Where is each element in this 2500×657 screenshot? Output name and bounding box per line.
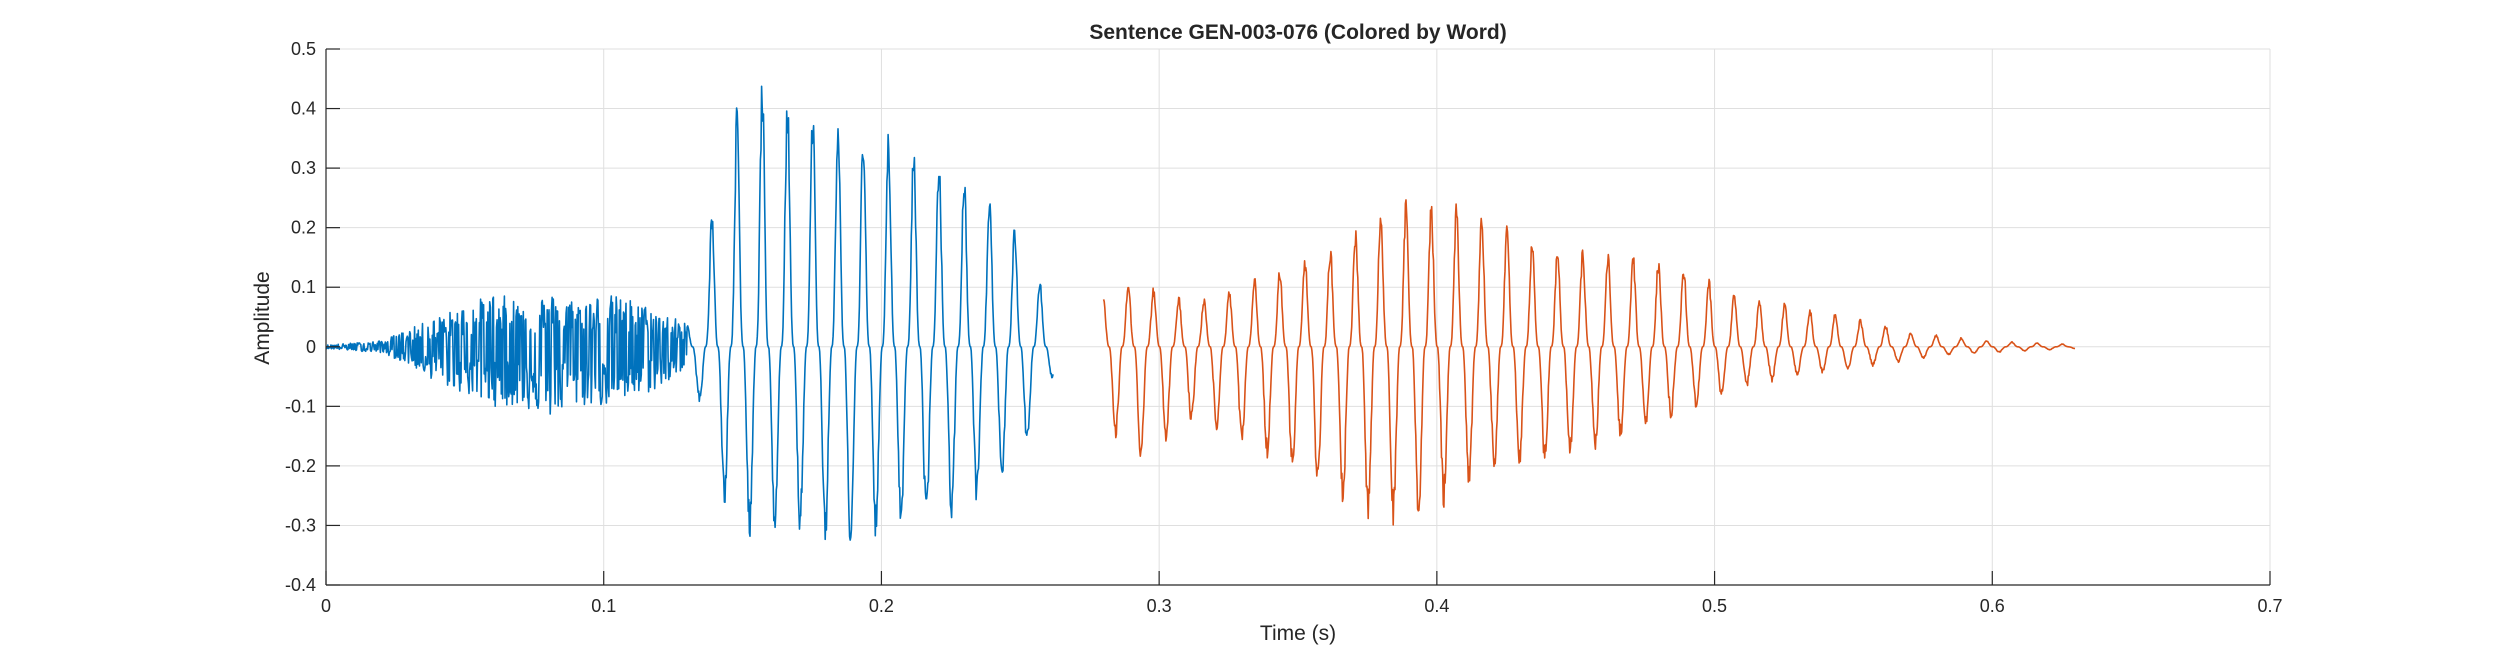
waveform-series-1 (325, 85, 1054, 541)
waveform-series-2 (1102, 199, 2076, 526)
x-tick-label: 0.6 (1980, 596, 2005, 616)
axes (325, 48, 2271, 586)
y-tick-label: 0.1 (291, 277, 316, 297)
y-tick-label: -0.1 (285, 396, 316, 416)
y-tick-label: 0.3 (291, 158, 316, 178)
y-tick-label: 0.4 (291, 99, 316, 119)
x-tick-label: 0 (321, 596, 331, 616)
y-tick-label: -0.4 (285, 575, 316, 595)
plot-background (326, 49, 2270, 585)
x-axis-label: Time (s) (1260, 622, 1336, 645)
x-tick-label: 0.3 (1147, 596, 1172, 616)
y-tick-label: 0.5 (291, 39, 316, 59)
y-tick-label: 0 (306, 337, 316, 357)
x-tick-label: 0.7 (2257, 596, 2282, 616)
y-axis-label: Amplitude (251, 271, 274, 364)
x-tick-label: 0.2 (869, 596, 894, 616)
x-tick-label: 0.1 (591, 596, 616, 616)
tick-labels: 0 0.1 0.2 0.3 0.4 0.5 0.6 0.7 -0.4 -0.3 -0.2 -0.1 0 0… (285, 39, 2283, 616)
series-layer (325, 85, 2076, 541)
y-tick-label: 0.2 (291, 218, 316, 238)
y-tick-label: -0.3 (285, 515, 316, 535)
y-tick-label: -0.2 (285, 456, 316, 476)
x-tick-label: 0.4 (1424, 596, 1449, 616)
chart-title: Sentence GEN-003-076 (Colored by Word) (1089, 21, 1506, 44)
x-tick-label: 0.5 (1702, 596, 1727, 616)
